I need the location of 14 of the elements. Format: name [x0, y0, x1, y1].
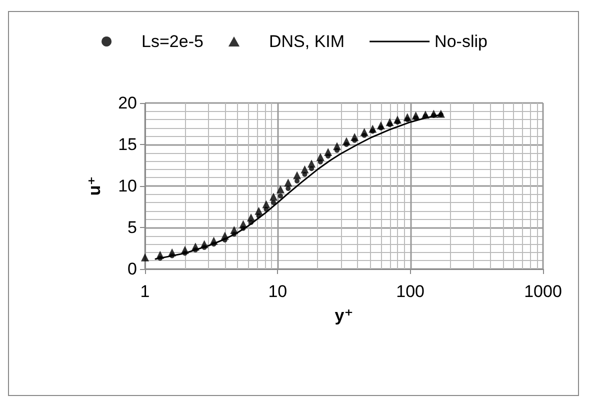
- x-axis-title: y⁺: [334, 306, 354, 325]
- legend-label: DNS, KIM: [269, 32, 345, 51]
- x-tick-label: 1000: [524, 282, 562, 301]
- x-tick-label: 100: [396, 282, 425, 301]
- x-tick-label: 1: [140, 282, 150, 301]
- y-axis-title: u⁺: [85, 176, 104, 196]
- x-tick-label: 10: [268, 282, 288, 301]
- legend-label: Ls=2e-5: [142, 32, 204, 51]
- y-tick-label: 5: [128, 218, 137, 237]
- y-tick-label: 20: [118, 94, 137, 112]
- y-tick-label: 10: [118, 176, 137, 196]
- legend-label: No-slip: [434, 32, 488, 51]
- y-tick-label: 0: [128, 260, 137, 278]
- y-tick-label: 15: [118, 135, 137, 154]
